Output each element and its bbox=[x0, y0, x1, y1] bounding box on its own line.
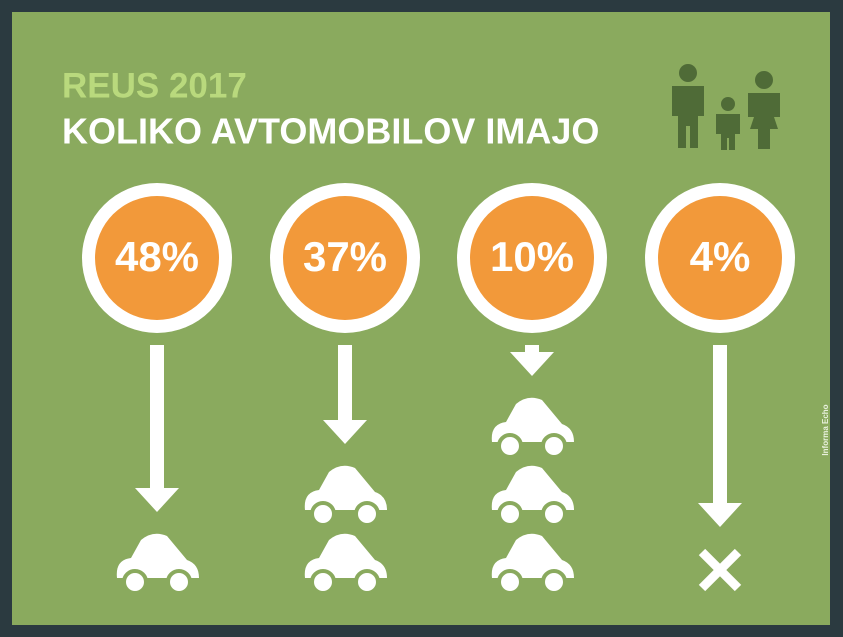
family-icon bbox=[672, 64, 780, 150]
car-wheel bbox=[497, 433, 523, 459]
car-wheel bbox=[122, 569, 148, 595]
car-wheel bbox=[541, 501, 567, 527]
car-wheel bbox=[541, 569, 567, 595]
value-circle bbox=[658, 196, 782, 320]
car-wheel bbox=[541, 433, 567, 459]
car-icon bbox=[304, 533, 387, 595]
car-icon bbox=[491, 397, 574, 459]
car-body bbox=[304, 533, 387, 578]
arrow-shaft bbox=[338, 345, 352, 422]
value-circle bbox=[283, 196, 407, 320]
car-icon bbox=[491, 465, 574, 527]
credit: Informa Echo bbox=[821, 404, 830, 455]
car-wheel bbox=[354, 569, 380, 595]
cross bbox=[698, 548, 742, 592]
car-icon bbox=[304, 465, 387, 527]
value-label: 10% bbox=[490, 233, 574, 280]
car-icon bbox=[491, 533, 574, 595]
value-circle bbox=[470, 196, 594, 320]
car-body bbox=[304, 465, 387, 510]
car-wheel bbox=[497, 501, 523, 527]
car-body bbox=[491, 533, 574, 578]
arrow-head bbox=[323, 420, 367, 444]
car-wheel bbox=[310, 501, 336, 527]
arrow-head bbox=[698, 503, 742, 527]
value-label: 48% bbox=[115, 233, 199, 280]
arrow-head bbox=[510, 352, 554, 376]
value-label: 37% bbox=[303, 233, 387, 280]
car-body bbox=[116, 533, 199, 578]
subtitle: KOLIKO AVTOMOBILOV IMAJO bbox=[62, 111, 599, 152]
value-circle bbox=[95, 196, 219, 320]
car-body bbox=[491, 397, 574, 442]
car-wheel bbox=[166, 569, 192, 595]
no-car-icon bbox=[698, 548, 742, 592]
car-wheel bbox=[354, 501, 380, 527]
car-wheel bbox=[497, 569, 523, 595]
title: REUS 2017 bbox=[62, 66, 247, 105]
arrow-head bbox=[135, 488, 179, 512]
car-wheel bbox=[310, 569, 336, 595]
car-icon bbox=[116, 533, 199, 595]
arrow-shaft bbox=[150, 345, 164, 490]
car-body bbox=[491, 465, 574, 510]
value-label: 4% bbox=[690, 233, 751, 280]
arrow-shaft bbox=[525, 345, 539, 354]
arrow-shaft bbox=[713, 345, 727, 505]
